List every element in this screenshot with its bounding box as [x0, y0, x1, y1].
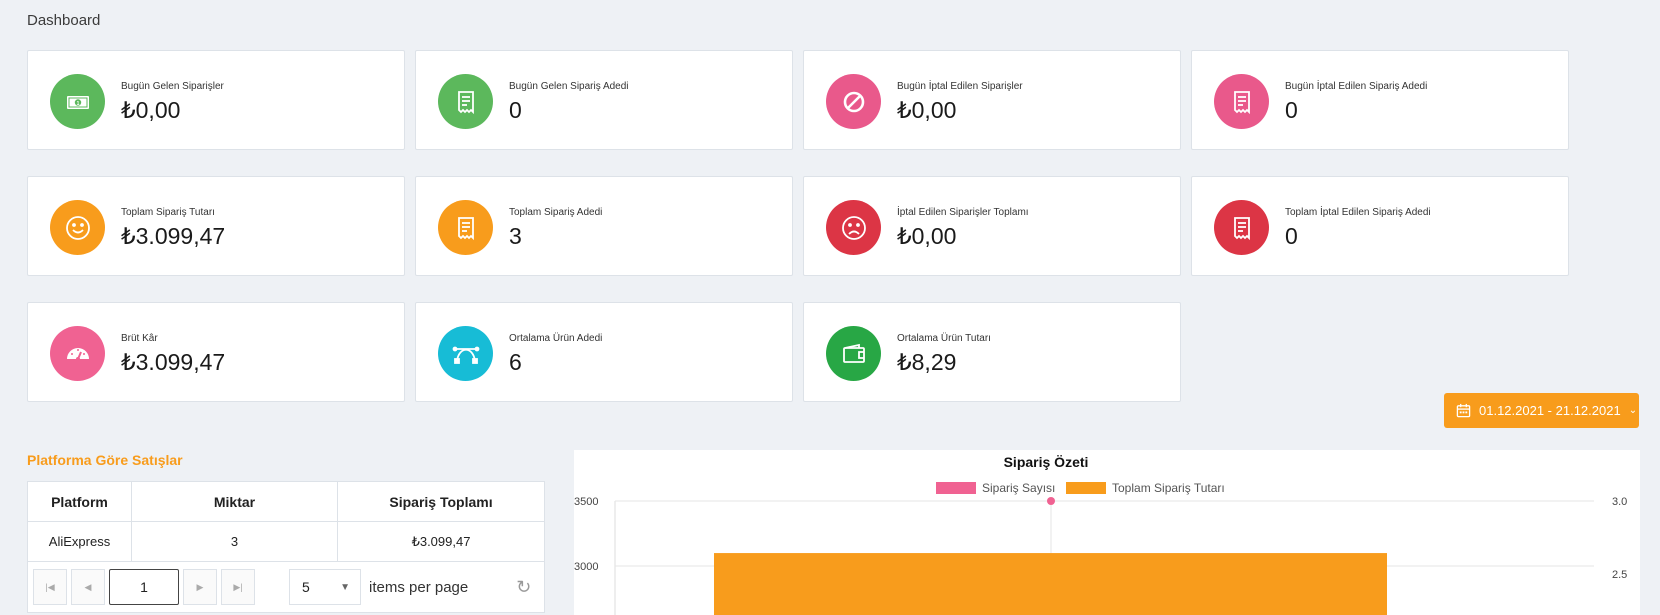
column-header-amount[interactable]: Miktar: [132, 482, 338, 521]
stat-card-value: ₺8,29: [897, 349, 957, 375]
stat-card-value: 6: [509, 349, 522, 375]
platform-sales-table: Platform Miktar Sipariş Toplamı AliExpre…: [27, 481, 545, 613]
money-icon: 1: [50, 74, 105, 129]
next-page-button[interactable]: ▶: [183, 569, 217, 605]
receipt-icon: [438, 74, 493, 129]
first-page-button[interactable]: |◀: [33, 569, 67, 605]
stat-card-value: ₺0,00: [897, 97, 957, 123]
first-page-icon: |◀: [45, 581, 55, 592]
svg-text:1: 1: [76, 101, 79, 107]
receipt-icon: [1214, 74, 1269, 129]
stat-card-value: 0: [509, 97, 522, 123]
y-right-tick-label: 2.5: [1612, 569, 1627, 581]
legend-label: Toplam Sipariş Tutarı: [1112, 481, 1225, 495]
stat-card: Toplam Sipariş Adedi 3: [415, 176, 793, 276]
stat-card: Ortalama Ürün Tutarı ₺8,29: [803, 302, 1181, 402]
date-range-button[interactable]: 01.12.2021 - 21.12.2021 ⌄: [1444, 393, 1639, 428]
stat-card-label: Ortalama Ürün Adedi: [509, 333, 603, 344]
refresh-icon[interactable]: ↻: [516, 576, 532, 597]
stat-card-label: Brüt Kâr: [121, 333, 158, 344]
stat-card: Bugün İptal Edilen Sipariş Adedi 0: [1191, 50, 1569, 150]
y-left-tick-label: 3000: [574, 561, 598, 573]
legend-swatch: [936, 482, 976, 494]
stat-card: Toplam İptal Edilen Sipariş Adedi 0: [1191, 176, 1569, 276]
stat-card-label: Bugün İptal Edilen Sipariş Adedi: [1285, 81, 1428, 92]
receipt-icon: [1214, 200, 1269, 255]
column-header-order-total[interactable]: Sipariş Toplamı: [389, 493, 493, 510]
last-page-button[interactable]: ▶|: [221, 569, 255, 605]
gauge-icon: [50, 326, 105, 381]
table-cell-platform: AliExpress: [28, 522, 132, 561]
page-size-select[interactable]: 5 ▼: [289, 569, 361, 605]
items-per-page-label: items per page: [369, 578, 469, 596]
stat-card: 1 Bugün Gelen Siparişler ₺0,00: [27, 50, 405, 150]
table-cell-order-total: ₺3.099,47: [411, 533, 471, 549]
legend-label: Sipariş Sayısı: [982, 481, 1055, 495]
stat-card-value: 0: [1285, 223, 1298, 249]
stat-card-label: Toplam Sipariş Tutarı: [121, 207, 215, 218]
stat-card-label: İptal Edilen Siparişler Toplamı: [897, 207, 1029, 218]
column-header-platform[interactable]: Platform: [28, 482, 132, 521]
platform-sales-title: Platforma Göre Satışlar: [27, 452, 183, 468]
chart-canvas: Sipariş Özeti Sipariş Sayısı Toplam Sipari…: [574, 454, 1627, 615]
y-right-tick-label: 3.0: [1612, 496, 1627, 508]
prev-page-button[interactable]: ◀: [71, 569, 105, 605]
smile-icon: [50, 200, 105, 255]
table-row: AliExpress 3 ₺3.099,47: [28, 522, 544, 562]
last-page-icon: ▶|: [233, 581, 243, 592]
legend-swatch: [1066, 482, 1106, 494]
prev-page-icon: ◀: [84, 581, 92, 592]
stat-card-label: Bugün İptal Edilen Siparişler: [897, 81, 1023, 92]
stat-card-value: 0: [1285, 97, 1298, 123]
calendar-icon: [1456, 403, 1471, 418]
stat-card-label: Ortalama Ürün Tutarı: [897, 333, 991, 344]
pager: |◀ ◀ 1 ▶ ▶| 5 ▼ items per page ↻: [28, 562, 544, 612]
table-cell-amount: 3: [132, 522, 338, 561]
stat-card-label: Toplam İptal Edilen Sipariş Adedi: [1285, 207, 1431, 218]
ban-icon: [826, 74, 881, 129]
receipt-icon: [438, 200, 493, 255]
stat-card-value: ₺3.099,47: [121, 223, 226, 249]
order-summary-chart: Sipariş Özeti Sipariş Sayısı Toplam Sipari…: [574, 450, 1640, 615]
stat-card-label: Bugün Gelen Sipariş Adedi: [509, 81, 629, 92]
stat-card-value: ₺0,00: [897, 223, 957, 249]
chevron-down-icon: ⌄: [1628, 405, 1638, 416]
stat-card-value: ₺3.099,47: [121, 349, 226, 375]
chart-title: Sipariş Özeti: [1004, 454, 1089, 470]
page-size-value: 5: [302, 579, 310, 595]
stat-card-value: ₺0,00: [121, 97, 181, 123]
stat-card: Ortalama Ürün Adedi 6: [415, 302, 793, 402]
bezier-icon: [438, 326, 493, 381]
stat-card-label: Toplam Sipariş Adedi: [509, 207, 603, 218]
wallet-icon: [826, 326, 881, 381]
dropdown-arrow-icon: ▼: [340, 581, 350, 593]
next-page-icon: ▶: [196, 581, 204, 592]
stat-card: Brüt Kâr ₺3.099,47: [27, 302, 405, 402]
page-title: Dashboard: [27, 12, 101, 29]
date-range-label: 01.12.2021 - 21.12.2021: [1479, 403, 1621, 418]
stat-card: Bugün Gelen Sipariş Adedi 0: [415, 50, 793, 150]
current-page-input[interactable]: 1: [109, 569, 179, 605]
frown-icon: [826, 200, 881, 255]
stat-card-value: 3: [509, 223, 522, 249]
y-left-tick-label: 3500: [574, 496, 598, 508]
point-order-count: [1047, 497, 1055, 505]
stat-card-label: Bugün Gelen Siparişler: [121, 81, 224, 92]
stat-card: İptal Edilen Siparişler Toplamı ₺0,00: [803, 176, 1181, 276]
stat-card: Bugün İptal Edilen Siparişler ₺0,00: [803, 50, 1181, 150]
stat-card: Toplam Sipariş Tutarı ₺3.099,47: [27, 176, 405, 276]
bar-total-order-amount: [714, 553, 1387, 615]
table-header-row: Platform Miktar Sipariş Toplamı: [28, 482, 544, 522]
